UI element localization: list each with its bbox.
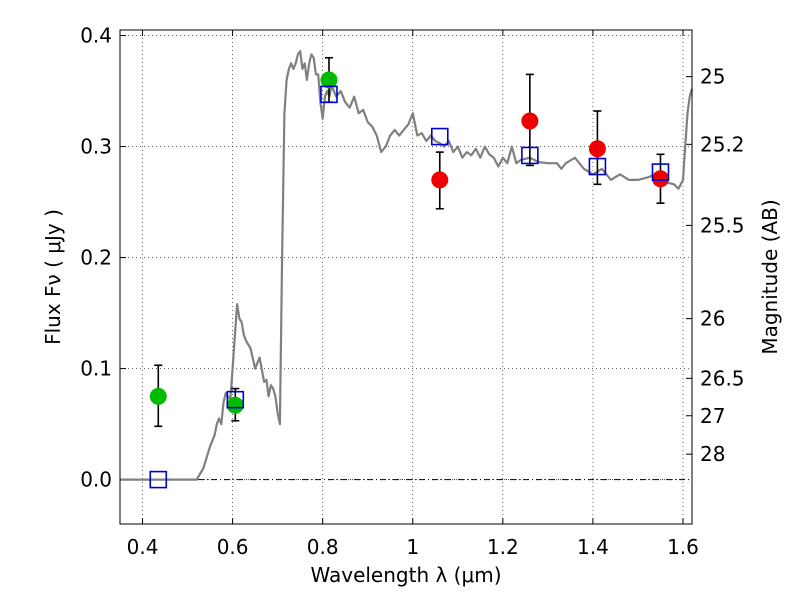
model-photometry-point (320, 85, 338, 104)
x-tick-label: 0.6 (217, 535, 249, 559)
y-tick-label: 0.3 (80, 135, 112, 159)
y-tick-label: 0.1 (80, 357, 112, 381)
x-tick-label: 0.4 (127, 535, 159, 559)
detection-point (651, 170, 669, 188)
detection-point (521, 112, 539, 130)
y-tick-label: 0.0 (80, 468, 112, 492)
x-tick-label: 0.8 (307, 535, 339, 559)
tick-labels: 0.4 0.6 0.8 1 1.2 1.4 1.6 0.0 0.1 0.2 0.3 0.4 25 25.2… (80, 24, 744, 559)
x-tick-label: 1 (406, 535, 419, 559)
detection-point (588, 140, 606, 158)
model-photometry-point (226, 390, 245, 409)
plot-background (120, 30, 692, 524)
model-spectrum-line (120, 50, 694, 481)
y-axis-label: Flux Fν ( μJy ) (41, 209, 65, 345)
model-photometry-layer (149, 85, 670, 489)
detection-point (431, 171, 449, 189)
detection-point (149, 387, 167, 405)
magnitude-tick-label: 26.5 (700, 366, 745, 390)
x-tick-label: 1.4 (577, 535, 609, 559)
model-photometry-point (588, 157, 607, 176)
axis-ticks (120, 30, 692, 524)
spectrum-layer (120, 50, 694, 481)
magnitude-tick-label: 28 (700, 442, 725, 466)
detection-point (320, 71, 338, 89)
y2-axis-label: Magnitude (AB) (758, 199, 782, 354)
y-tick-label: 0.4 (80, 24, 112, 48)
magnitude-tick-label: 25.2 (700, 132, 745, 156)
model-photometry-point (521, 146, 539, 165)
x-axis-label: Wavelength λ (μm) (310, 563, 501, 587)
model-photometry-point (430, 127, 449, 146)
magnitude-tick-label: 25 (700, 65, 725, 89)
magnitude-tick-label: 27 (700, 404, 725, 428)
model-photometry-point (149, 470, 168, 489)
magnitude-tick-label: 25.5 (700, 213, 745, 237)
model-photometry-point (651, 163, 670, 181)
magnitude-tick-label: 26 (700, 307, 725, 331)
plot-frame (119, 29, 693, 525)
y-tick-label: 0.2 (80, 246, 112, 270)
x-tick-label: 1.6 (667, 535, 699, 559)
x-tick-label: 1.2 (487, 535, 519, 559)
detection-point (226, 396, 244, 414)
